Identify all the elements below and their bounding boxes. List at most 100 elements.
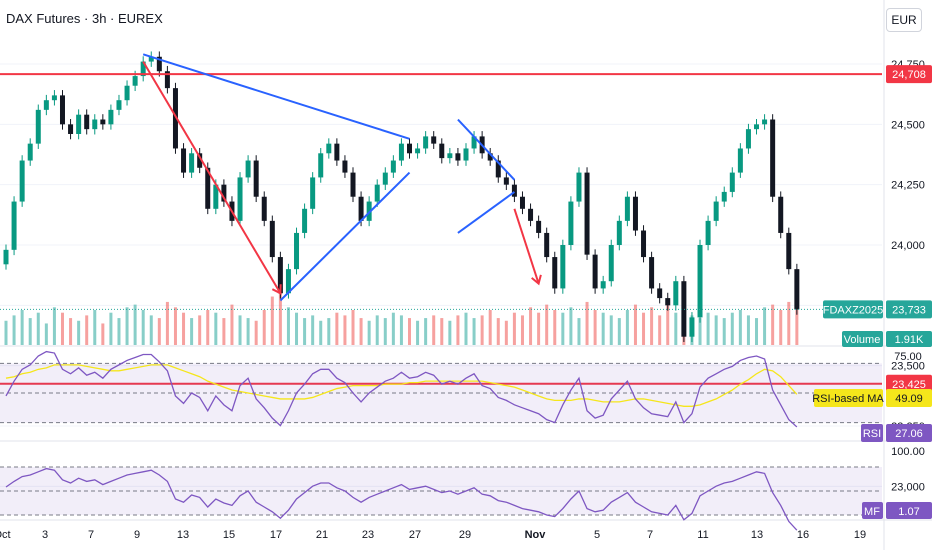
candle-body bbox=[576, 172, 582, 202]
candle bbox=[649, 251, 655, 294]
candle-body bbox=[100, 119, 106, 125]
candle bbox=[471, 131, 477, 154]
symbol-tag bbox=[823, 300, 883, 319]
volume-bar bbox=[270, 296, 274, 345]
candle-body bbox=[132, 76, 138, 86]
candle bbox=[600, 275, 606, 294]
candle-body bbox=[294, 232, 300, 270]
candle-body bbox=[68, 124, 74, 134]
volume-bar bbox=[206, 310, 210, 345]
candle-body bbox=[35, 109, 41, 144]
candle-body bbox=[407, 143, 412, 154]
volume-bar bbox=[125, 307, 129, 345]
rsi-ma-tag bbox=[814, 389, 883, 407]
candle bbox=[382, 167, 388, 190]
candle bbox=[374, 179, 380, 207]
volume-bar bbox=[537, 312, 541, 345]
volume-bar bbox=[60, 312, 64, 345]
volume-bar bbox=[771, 304, 775, 345]
candle-body bbox=[92, 119, 98, 130]
time-tick-label: 16 bbox=[797, 529, 809, 541]
volume-bar bbox=[295, 312, 299, 345]
mf-value-tag bbox=[886, 502, 932, 519]
volume-bar bbox=[553, 310, 557, 345]
candle-body bbox=[358, 196, 364, 221]
candle bbox=[84, 109, 90, 135]
candle bbox=[487, 147, 493, 166]
candle-body bbox=[285, 269, 291, 294]
volume-bars bbox=[4, 275, 799, 345]
price-tick-label: 23,000 bbox=[891, 481, 925, 493]
volume-bar bbox=[609, 315, 613, 345]
volume-bar bbox=[408, 318, 411, 345]
volume-bar bbox=[738, 310, 742, 345]
candle bbox=[657, 283, 663, 304]
volume-bar bbox=[512, 312, 516, 345]
candle-body bbox=[519, 196, 525, 209]
candle bbox=[616, 215, 622, 251]
candle bbox=[705, 215, 711, 251]
candle bbox=[19, 155, 25, 207]
candle bbox=[584, 167, 590, 260]
volume-bar bbox=[795, 293, 799, 345]
volume-bar bbox=[714, 315, 718, 345]
candle bbox=[423, 131, 429, 154]
candle-body bbox=[221, 184, 227, 202]
volume-bar bbox=[779, 310, 783, 345]
volume-label: Volume bbox=[844, 334, 881, 346]
rsi-ma-value-tag bbox=[886, 389, 932, 407]
price-tick-label: 23,500 bbox=[891, 361, 925, 373]
candle bbox=[221, 179, 227, 207]
mf-tag bbox=[862, 502, 883, 519]
time-tick-label: 7 bbox=[647, 529, 653, 541]
rsi-value-tag bbox=[886, 424, 932, 442]
candle-body bbox=[705, 220, 711, 245]
volume-bar bbox=[182, 312, 186, 345]
volume-bar bbox=[101, 323, 105, 345]
price-tick-label: 24,500 bbox=[891, 119, 925, 131]
volume-bar bbox=[658, 315, 662, 345]
candle-body bbox=[657, 288, 663, 299]
candle bbox=[261, 191, 267, 227]
time-tick-label: 9 bbox=[134, 529, 140, 541]
candle-body bbox=[124, 85, 130, 101]
candle-body bbox=[398, 143, 404, 161]
volume-bar bbox=[311, 315, 315, 345]
volume-bar bbox=[545, 304, 549, 345]
volume-bar bbox=[343, 315, 347, 345]
candle-body bbox=[544, 232, 550, 258]
volume-bar bbox=[625, 310, 629, 345]
candle-body bbox=[43, 100, 49, 110]
candle bbox=[334, 138, 340, 166]
candle-body bbox=[431, 136, 437, 144]
candle bbox=[326, 138, 332, 159]
candle bbox=[568, 196, 574, 251]
candle bbox=[140, 56, 146, 82]
candle bbox=[318, 147, 324, 183]
candle-body bbox=[511, 184, 517, 197]
volume-bar bbox=[375, 315, 379, 345]
candle-body bbox=[27, 143, 33, 161]
candle bbox=[786, 227, 792, 275]
candle bbox=[713, 196, 719, 227]
volume-bar bbox=[464, 312, 468, 345]
volume-bar bbox=[593, 310, 597, 345]
candle-body bbox=[592, 254, 598, 289]
candle bbox=[68, 119, 74, 140]
candle-body bbox=[140, 61, 146, 77]
candle bbox=[794, 263, 800, 315]
volume-bar bbox=[69, 318, 73, 345]
time-tick-label: 11 bbox=[697, 529, 708, 541]
candle-body bbox=[665, 298, 671, 306]
currency-selector-button[interactable]: EUR bbox=[886, 8, 922, 32]
time-tick-label: 3 bbox=[42, 529, 48, 541]
candle bbox=[762, 114, 768, 130]
volume-bar bbox=[351, 310, 355, 345]
candle-body bbox=[213, 184, 219, 209]
candle-body bbox=[156, 56, 162, 72]
rsi-tag bbox=[861, 424, 883, 442]
volume-bar bbox=[93, 310, 97, 345]
volume-bar bbox=[133, 304, 137, 345]
volume-bar bbox=[20, 310, 24, 345]
